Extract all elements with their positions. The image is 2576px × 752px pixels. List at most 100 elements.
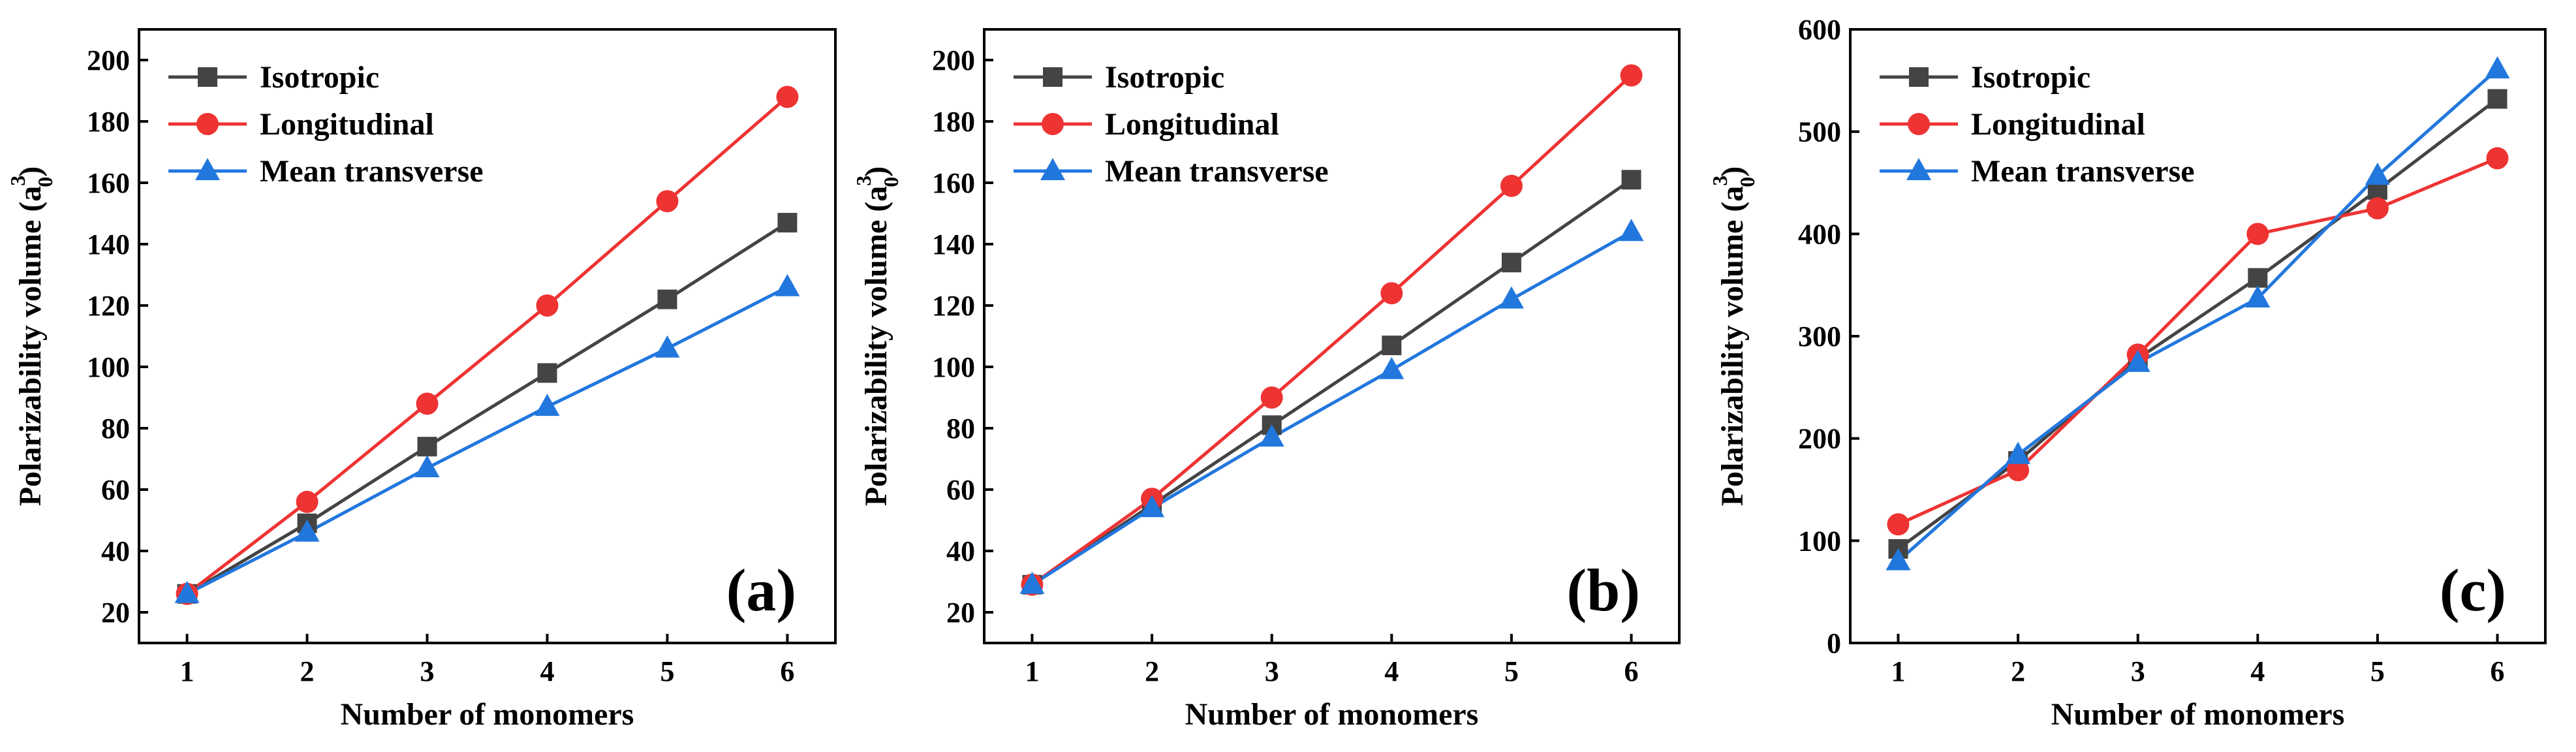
data-point-isotropic xyxy=(1382,336,1402,356)
data-point-mean-transverse xyxy=(2485,56,2510,79)
y-tick-label: 20 xyxy=(946,597,975,629)
x-tick-label: 2 xyxy=(1145,655,1159,687)
series-line-isotropic xyxy=(1031,178,1632,586)
x-axis-title: Number of monomers xyxy=(341,697,634,732)
legend-marker-longitudinal xyxy=(196,113,219,135)
data-point-mean-transverse xyxy=(2365,163,2390,185)
data-point-isotropic xyxy=(777,213,798,233)
y-tick-label: 40 xyxy=(946,535,975,567)
plot-frame xyxy=(983,28,1681,644)
y-axis-title-exponent: 3 xyxy=(852,176,875,186)
x-tick-label: 3 xyxy=(420,655,435,687)
legend-marker-mean-transverse xyxy=(1040,158,1065,180)
data-point-mean-transverse xyxy=(294,519,320,542)
data-point-mean-transverse xyxy=(1259,424,1284,447)
legend-label: Longitudinal xyxy=(1971,107,2145,142)
y-tick-label: 80 xyxy=(946,413,975,445)
y-tick-label: 120 xyxy=(87,290,130,322)
data-point-longitudinal xyxy=(1887,513,1910,536)
legend-label: Longitudinal xyxy=(260,107,434,142)
x-tick-label: 6 xyxy=(780,655,794,687)
chart-panel-c: 1 2 3 4 5 6 0 100 200 300 400 500 600 Number of monom… xyxy=(1708,14,2547,732)
y-axis-title-close: ) xyxy=(13,166,48,177)
data-point-longitudinal xyxy=(1500,174,1523,197)
data-point-mean-transverse xyxy=(2245,285,2271,308)
data-point-mean-transverse xyxy=(414,455,440,478)
series-line-mean-transverse xyxy=(186,285,788,596)
series-line-longitudinal xyxy=(186,95,789,595)
y-tick-label: 60 xyxy=(101,474,130,506)
series-line-isotropic xyxy=(186,221,788,595)
y-tick-label: 140 xyxy=(932,228,975,260)
data-point-longitudinal xyxy=(296,490,318,513)
data-point-longitudinal xyxy=(2246,223,2269,245)
y-tick-label: 200 xyxy=(1798,423,1841,455)
y-axis-title-text: Polarizability volume (a xyxy=(1715,186,1750,507)
plot-frame xyxy=(138,28,837,644)
x-tick-label: 5 xyxy=(1504,655,1519,687)
chart-panel-b: 1 2 3 4 5 6 20 40 60 80 100 120 140 160 180 200 Number o… xyxy=(852,28,1681,732)
y-axis-title-text: Polarizability volume (a xyxy=(859,186,893,507)
x-axis-title: Number of monomers xyxy=(2051,697,2345,732)
x-axis-title: Number of monomers xyxy=(1185,697,1479,732)
data-point-isotropic xyxy=(417,437,437,457)
y-tick-label: 400 xyxy=(1798,218,1841,250)
legend-marker-isotropic xyxy=(198,67,217,87)
y-axis-title: Polarizability volume (a3 0) xyxy=(1708,166,1759,507)
data-point-longitudinal xyxy=(536,294,559,317)
y-axis-title: Polarizability volume (a3 0) xyxy=(852,166,903,507)
y-tick-label: 500 xyxy=(1798,116,1841,148)
y-axis-title-close: ) xyxy=(859,166,893,177)
y-axis-title-subscript: 0 xyxy=(1735,177,1759,187)
data-point-longitudinal xyxy=(656,190,679,213)
legend: Isotropic Longitudinal Mean transverse xyxy=(168,60,484,189)
legend-label: Mean transverse xyxy=(1971,154,2195,189)
x-tick-label: 3 xyxy=(2131,655,2145,687)
y-tick-label: 0 xyxy=(1827,627,1841,659)
legend-marker-isotropic xyxy=(1043,67,1063,87)
data-point-mean-transverse xyxy=(1019,571,1045,594)
y-axis-title-subscript: 0 xyxy=(879,177,903,187)
data-point-longitudinal xyxy=(2007,459,2030,482)
x-tick-label: 5 xyxy=(660,655,674,687)
data-point-mean-transverse xyxy=(1619,219,1644,242)
x-tick-label: 5 xyxy=(2370,655,2385,687)
panel-label: (a) xyxy=(726,557,796,623)
series-line-longitudinal xyxy=(1897,157,2498,526)
x-tick-label: 1 xyxy=(1891,655,1905,687)
x-tick-label: 1 xyxy=(1025,655,1039,687)
y-axis-title-subscript: 0 xyxy=(33,177,57,187)
y-tick-label: 180 xyxy=(932,106,975,138)
series-line-mean-transverse xyxy=(1031,230,1632,586)
data-point-isotropic xyxy=(657,289,677,309)
y-tick-label: 160 xyxy=(87,167,130,199)
data-point-mean-transverse xyxy=(1379,356,1404,379)
chart-panel-a: 1 2 3 4 5 6 20 40 60 80 100 120 140 160 180 200 Number o… xyxy=(6,28,837,732)
data-point-mean-transverse xyxy=(1885,548,1911,571)
y-tick-label: 100 xyxy=(1798,525,1841,557)
y-tick-label: 80 xyxy=(101,413,130,445)
legend: Isotropic Longitudinal Mean transverse xyxy=(1014,60,1329,189)
data-point-mean-transverse xyxy=(1498,286,1524,309)
y-tick-label: 60 xyxy=(946,474,975,506)
x-tick-label: 2 xyxy=(2011,655,2025,687)
y-tick-label: 160 xyxy=(932,167,975,199)
x-tick-label: 4 xyxy=(1384,655,1399,687)
data-point-isotropic xyxy=(537,363,557,383)
y-tick-label: 200 xyxy=(87,44,130,76)
y-tick-label: 180 xyxy=(87,106,130,138)
y-tick-label: 120 xyxy=(932,290,975,322)
series-line-longitudinal xyxy=(1031,74,1633,586)
y-axis-title: Polarizability volume (a3 0) xyxy=(6,166,57,507)
x-tick-label: 4 xyxy=(2250,655,2265,687)
legend-marker-longitudinal xyxy=(1908,113,1930,135)
legend-label: Mean transverse xyxy=(1105,154,1329,189)
data-point-longitudinal xyxy=(416,392,439,415)
data-point-isotropic xyxy=(1621,170,1641,190)
data-point-mean-transverse xyxy=(1140,495,1165,518)
x-tick-label: 6 xyxy=(2491,655,2505,687)
legend-marker-isotropic xyxy=(1909,67,1929,87)
y-axis-title-exponent: 3 xyxy=(6,176,29,186)
legend-marker-mean-transverse xyxy=(1906,158,1931,180)
data-point-mean-transverse xyxy=(655,335,680,358)
